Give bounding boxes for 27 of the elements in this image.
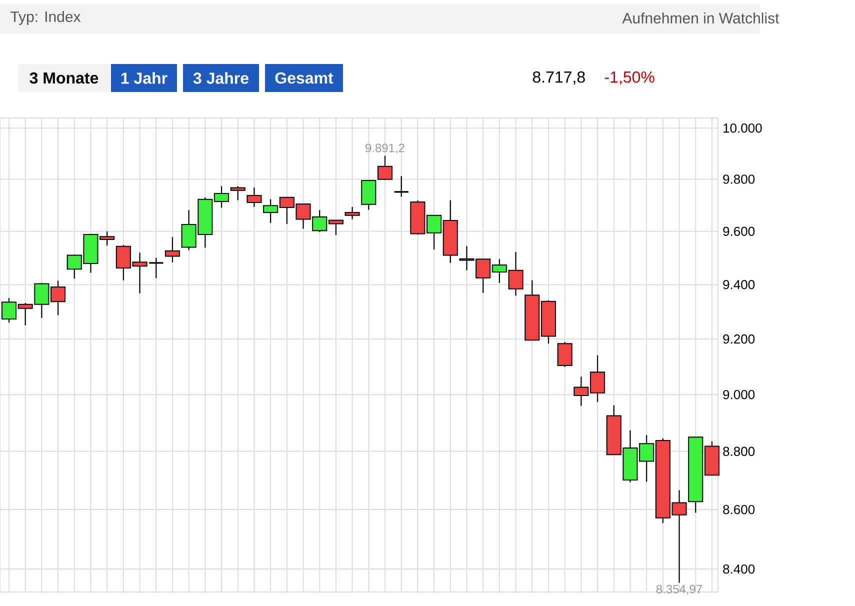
- text: 3 Monate: [30, 72, 98, 84]
- candlestick: [164, 236, 180, 263]
- text: 1 Jahr: [121, 72, 168, 84]
- candlestick: [246, 186, 262, 208]
- text: 3 Jahre: [193, 72, 248, 84]
- y-tick-label: 9.600: [723, 226, 755, 236]
- y-tick-label: 9.800: [723, 174, 755, 184]
- annotation: 9.891,2: [366, 144, 404, 154]
- candlestick: [557, 341, 572, 368]
- candlestick: [394, 176, 410, 198]
- text: 8.717,8: [532, 71, 585, 85]
- candlestick: [377, 155, 393, 181]
- text: Typ: Index: [10, 11, 81, 25]
- y-tick-label: 9.000: [723, 390, 755, 400]
- candlestick: [361, 179, 376, 210]
- y-tick-label: 10.000: [724, 124, 762, 133]
- y-tick-label: 8.800: [723, 446, 755, 456]
- y-tick-label: 8.400: [723, 564, 755, 574]
- y-tick-label: 9.200: [723, 334, 755, 344]
- annotation: 8.354,97: [656, 584, 702, 595]
- text: Gesamt: [275, 72, 334, 84]
- candlestick: [344, 206, 360, 220]
- candlestick: [230, 186, 246, 201]
- y-tick-label: 8.600: [723, 504, 755, 514]
- y-tick-label: 9.400: [723, 280, 755, 290]
- text: -1,50%: [604, 71, 654, 85]
- text: Aufnehmen in Watchlist: [622, 12, 780, 24]
